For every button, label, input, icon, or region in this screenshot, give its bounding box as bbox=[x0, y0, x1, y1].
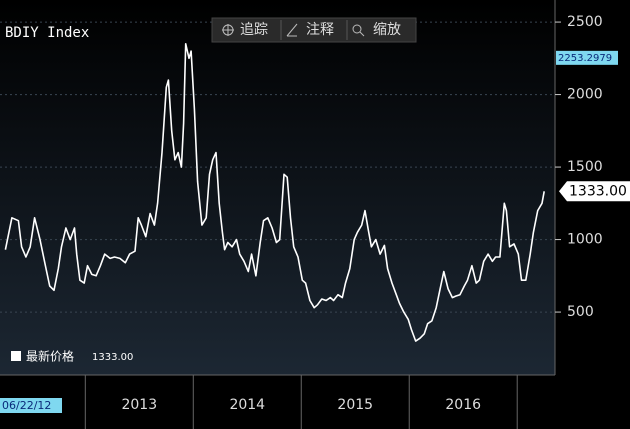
y-tick-label: 1500 bbox=[567, 159, 603, 175]
y-tick-label: 2500 bbox=[567, 14, 603, 30]
tool-label[interactable]: 注释 bbox=[306, 22, 334, 38]
x-tick-label: 2015 bbox=[337, 397, 373, 413]
icon bbox=[359, 31, 365, 37]
marks bbox=[4, 43, 545, 342]
start-date-box bbox=[0, 398, 62, 413]
tool-annotate[interactable]: 注释 bbox=[286, 22, 334, 38]
line-series bbox=[4, 43, 545, 342]
legend-label: 最新价格 bbox=[26, 349, 74, 364]
y-tick-label: 500 bbox=[567, 304, 594, 320]
toolbar: 追踪 注释 缩放 bbox=[211, 17, 417, 43]
toolbar-bg bbox=[211, 17, 417, 43]
tool-zoom[interactable]: 缩放 bbox=[352, 22, 401, 38]
tool-label[interactable]: 追踪 bbox=[240, 22, 268, 38]
reference-label: 2253.2979 bbox=[558, 53, 612, 64]
start-date: 06/22/12 bbox=[2, 399, 51, 412]
y-tick-label: 1000 bbox=[567, 232, 603, 248]
icon bbox=[286, 23, 298, 37]
y-tick-label: 2000 bbox=[567, 87, 603, 103]
reference-box bbox=[556, 50, 618, 65]
icon bbox=[352, 24, 362, 34]
chart-title: BDIY Index bbox=[5, 25, 89, 41]
legend: 最新价格 1333.00 bbox=[11, 349, 133, 364]
last-value-box bbox=[559, 181, 630, 202]
tool-label[interactable]: 缩放 bbox=[373, 22, 401, 38]
last-value-label: 1333.00 bbox=[569, 183, 627, 199]
x-tick-label: 2013 bbox=[121, 397, 157, 413]
tool-track[interactable]: 追踪 bbox=[222, 22, 268, 38]
legend-value: 1333.00 bbox=[92, 352, 133, 363]
x-tick-label: 2014 bbox=[229, 397, 265, 413]
x-tick-label: 2016 bbox=[445, 397, 481, 413]
legend-swatch bbox=[11, 351, 21, 361]
plot-area bbox=[0, 0, 555, 375]
